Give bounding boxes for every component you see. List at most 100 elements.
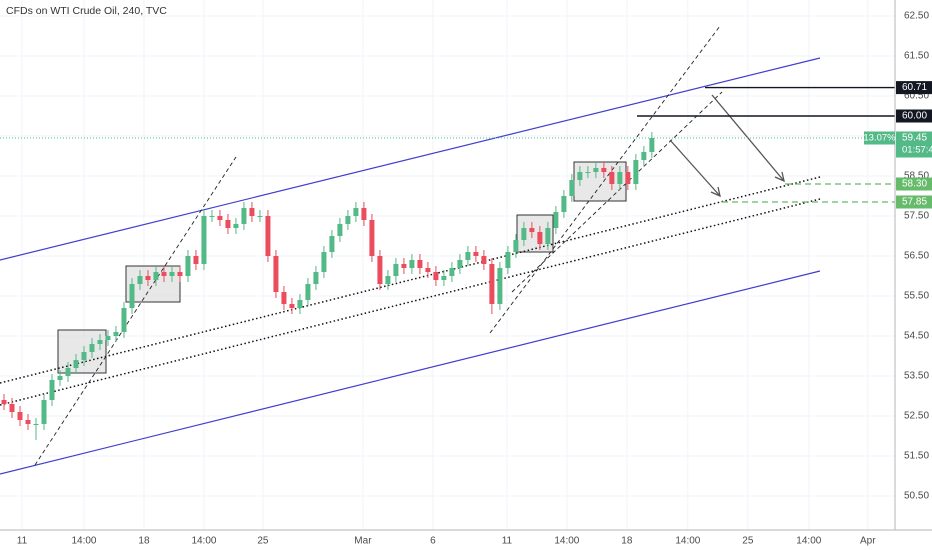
candle-body	[521, 228, 527, 240]
candle-body	[505, 252, 511, 268]
candles	[1, 132, 655, 440]
candle-body	[561, 196, 567, 212]
candle-body	[193, 256, 199, 264]
countdown-label: 01:57:40	[902, 145, 932, 156]
price-tag-label: 60.71	[902, 82, 927, 93]
candle-body	[49, 380, 55, 400]
x-tick-label: 25	[257, 536, 269, 547]
candle-body	[137, 276, 143, 284]
drawings	[0, 25, 821, 475]
candle-body	[641, 152, 647, 160]
candle-body	[25, 420, 31, 424]
candle-body	[433, 272, 439, 280]
y-tick-label: 53.50	[904, 371, 929, 382]
y-tick-label: 57.50	[904, 211, 929, 222]
candle-body	[305, 284, 311, 300]
dashed-line	[511, 91, 723, 293]
candle-body	[177, 272, 183, 276]
x-tick-label: 11	[502, 536, 513, 547]
y-tick-label: 52.50	[904, 411, 929, 422]
price-tag	[896, 195, 932, 209]
x-tick-label: 14:00	[675, 536, 700, 547]
candle-body	[241, 208, 247, 224]
candle-body	[449, 268, 455, 276]
x-tick-label: 11	[17, 536, 28, 547]
y-tick-label: 50.50	[904, 491, 929, 502]
candle-body	[265, 216, 271, 256]
x-tick-label: 14:00	[554, 536, 579, 547]
candle-body	[289, 304, 295, 308]
candle-body	[609, 172, 615, 184]
arrow	[669, 139, 721, 197]
candle-body	[385, 276, 391, 284]
candle-body	[481, 256, 487, 264]
candle-body	[105, 336, 111, 340]
candle-body	[217, 216, 223, 220]
y-tick-label: 55.50	[904, 291, 929, 302]
candle-body	[233, 224, 239, 228]
candle-body	[601, 168, 607, 172]
candle-body	[393, 264, 399, 276]
candle-body	[201, 216, 207, 264]
candle-body	[313, 272, 319, 284]
y-tick-label: 58.50	[904, 171, 929, 182]
candle-body	[321, 252, 327, 272]
candle-body	[569, 180, 575, 196]
candle-body	[153, 272, 159, 280]
candle-body	[513, 240, 519, 252]
arrow-head	[774, 171, 785, 183]
candle-body	[97, 340, 103, 344]
candle-body	[361, 208, 367, 220]
y-tick-label: 61.50	[904, 51, 929, 62]
candle-body	[337, 224, 343, 236]
candle-body	[113, 332, 119, 336]
candle-body	[209, 216, 215, 217]
overlay	[0, 86, 895, 203]
axes: 50.50 51.50 52.50 53.50 54.50 55.50 56.50 57.50…	[17, 11, 932, 547]
price-tag	[896, 81, 932, 95]
candle-body	[577, 172, 583, 180]
candle-body	[537, 232, 543, 244]
candle-body	[473, 252, 479, 256]
dashed-line	[34, 156, 237, 466]
x-tick-label: 14:00	[191, 536, 216, 547]
candle-body	[529, 228, 535, 232]
arrow-head	[710, 186, 721, 198]
dotted-line	[0, 198, 821, 406]
last-price-label: 59.45	[902, 133, 927, 144]
candle-body	[497, 268, 503, 304]
candle-body	[73, 360, 79, 368]
candle-body	[249, 208, 255, 216]
y-tick-label: 60.50	[904, 91, 929, 102]
candle-body	[585, 172, 591, 173]
last-price-tag	[896, 131, 932, 158]
candle-body	[161, 272, 167, 276]
candle-body	[401, 264, 407, 268]
x-tick-label: 18	[138, 536, 150, 547]
candle-body	[545, 228, 551, 244]
x-tick-label: 18	[621, 536, 633, 547]
candle-body	[273, 256, 279, 292]
price-tag	[896, 177, 932, 191]
candle-body	[185, 256, 191, 276]
candle-body	[625, 172, 631, 184]
box	[573, 161, 627, 202]
change-label: 13.07%	[863, 133, 896, 144]
candle-body	[17, 412, 23, 420]
candle-body	[353, 208, 359, 216]
candle-body	[369, 220, 375, 256]
candle-body	[1, 400, 7, 404]
price-tag-label: 57.85	[902, 197, 927, 208]
y-tick-label: 51.50	[904, 451, 929, 462]
candle-body	[457, 260, 463, 268]
candle-body	[425, 268, 431, 272]
candle-body	[345, 216, 351, 224]
candle-body	[465, 252, 471, 260]
channel-line	[0, 57, 821, 261]
candle-body	[169, 272, 175, 276]
candle-body	[617, 172, 623, 184]
candle-body	[257, 216, 263, 217]
candle-body	[41, 400, 47, 424]
x-tick-label: Apr	[860, 536, 876, 547]
candle-body	[489, 264, 495, 304]
